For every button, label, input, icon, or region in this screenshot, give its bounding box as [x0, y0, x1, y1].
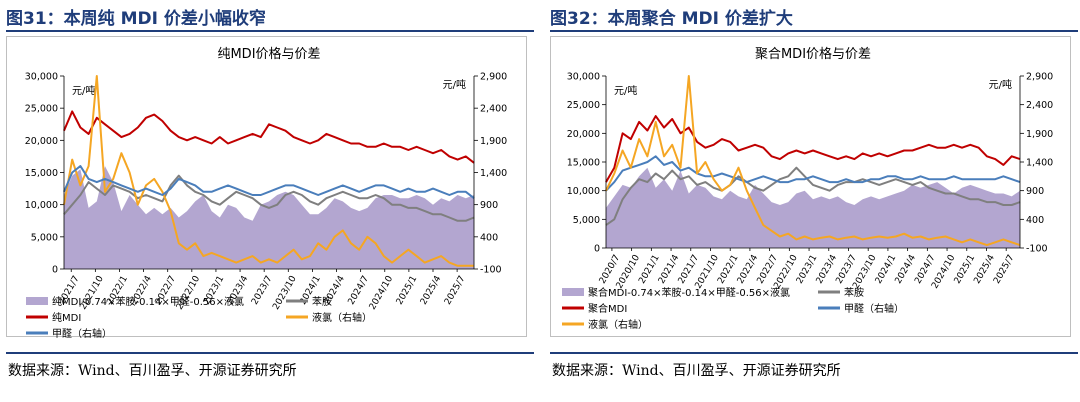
- left-axis-tick-label: 20,000: [25, 136, 58, 147]
- right-axis-tick-label: -100: [1026, 244, 1048, 255]
- right-axis-tick-label: -100: [480, 265, 502, 276]
- right-axis-unit: 元/吨: [989, 78, 1012, 91]
- left-axis-tick-label: 30,000: [567, 72, 600, 83]
- figure-32: 图32：本周聚合 MDI 价差扩大 聚合MDI价格与价差元/吨 元/吨 0 5,000…: [550, 0, 1078, 402]
- legend-label: 甲醛（右轴）: [844, 302, 904, 315]
- left-axis-tick-label: 25,000: [25, 104, 58, 115]
- legend-label: 纯MDI-0.74×苯胺-0.14×甲醛-0.56×液氯: [52, 295, 244, 308]
- right-axis-tick-label: 1,400: [480, 168, 507, 179]
- legend-swatch: [562, 288, 584, 296]
- left-axis-tick-label: 15,000: [25, 168, 58, 179]
- legend-label: 苯胺: [844, 286, 864, 299]
- right-axis-tick-label: 2,400: [1026, 100, 1053, 111]
- data-source: 数据来源：Wind、百川盈孚、开源证券研究所: [8, 363, 297, 379]
- right-axis-tick-label: 900: [480, 200, 498, 211]
- title-rule: [550, 30, 1078, 32]
- x-axis-tick-label: 2025/1: [395, 274, 419, 306]
- left-axis-tick-label: 30,000: [25, 72, 58, 83]
- left-axis-tick-label: 20,000: [567, 129, 600, 140]
- source-rule: [6, 352, 534, 354]
- legend-label: 苯胺: [312, 295, 332, 308]
- right-axis-tick-label: 1,900: [480, 136, 507, 147]
- series-line: [63, 174, 475, 222]
- series-line: [605, 115, 1021, 183]
- series-line: [605, 75, 1021, 247]
- left-axis-tick-label: 25,000: [567, 100, 600, 111]
- right-axis-tick-label: 1,900: [1026, 129, 1053, 140]
- right-axis-tick-label: 2,900: [1026, 72, 1053, 83]
- spread-area: [606, 167, 1020, 248]
- left-axis-tick-label: 5,000: [573, 215, 600, 226]
- right-axis-tick-label: 400: [480, 232, 498, 243]
- x-axis-tick-label: 2024/7: [347, 274, 371, 306]
- right-axis-tick-label: 1,400: [1026, 158, 1053, 169]
- left-axis-tick-label: 0: [594, 244, 600, 255]
- x-axis-tick-label: 2025/7: [443, 274, 467, 306]
- x-axis-tick-label: 2023/7: [250, 274, 274, 306]
- series-line: [605, 166, 1021, 226]
- legend-label: 液氯（右轴）: [588, 318, 648, 331]
- right-axis-tick-label: 2,400: [480, 104, 507, 115]
- left-axis-tick-label: 0: [52, 265, 58, 276]
- series-line: [63, 110, 475, 164]
- left-axis-unit: 元/吨: [72, 84, 95, 97]
- x-axis-tick-label: 2024/10: [368, 274, 395, 312]
- right-axis-tick-label: 900: [1026, 186, 1044, 197]
- left-axis-tick-label: 15,000: [567, 158, 600, 169]
- chart-title: 聚合MDI价格与价差: [755, 46, 871, 62]
- legend-label: 纯MDI: [52, 311, 81, 324]
- series-line: [63, 165, 475, 199]
- series-line: [63, 75, 474, 267]
- legend-label: 聚合MDI-0.74×苯胺-0.14×甲醛-0.56×液氯: [588, 286, 790, 299]
- legend-label: 液氯（右轴）: [312, 311, 372, 324]
- figure-title: 图31：本周纯 MDI 价差小幅收窄: [6, 9, 266, 29]
- source-rule: [550, 352, 1078, 354]
- series-line: [605, 155, 1021, 192]
- x-axis-tick-label: 2023/10: [271, 274, 298, 312]
- left-axis-unit: 元/吨: [614, 84, 637, 97]
- legend-swatch: [26, 297, 48, 305]
- right-axis-unit: 元/吨: [443, 78, 466, 91]
- left-axis-tick-label: 10,000: [567, 186, 600, 197]
- left-axis-tick-label: 5,000: [31, 232, 58, 243]
- chart-title: 纯MDI价格与价差: [217, 46, 320, 62]
- legend-label: 甲醛（右轴）: [52, 327, 112, 340]
- x-axis-tick-label: 2025/4: [419, 274, 444, 307]
- chart-frame: [6, 36, 527, 337]
- right-axis-tick-label: 2,900: [480, 72, 507, 83]
- legend-label: 聚合MDI: [588, 302, 627, 315]
- left-axis-tick-label: 10,000: [25, 200, 58, 211]
- title-rule: [6, 30, 534, 32]
- figure-title: 图32：本周聚合 MDI 价差扩大: [550, 9, 793, 29]
- figure-31: 图31：本周纯 MDI 价差小幅收窄 纯MDI价格与价差元/吨 元/吨 0 5,000…: [6, 0, 534, 402]
- right-axis-tick-label: 400: [1026, 215, 1044, 226]
- chart-frame: [550, 36, 1071, 337]
- data-source: 数据来源：Wind、百川盈孚、开源证券研究所: [552, 363, 841, 379]
- spread-area: [64, 166, 474, 269]
